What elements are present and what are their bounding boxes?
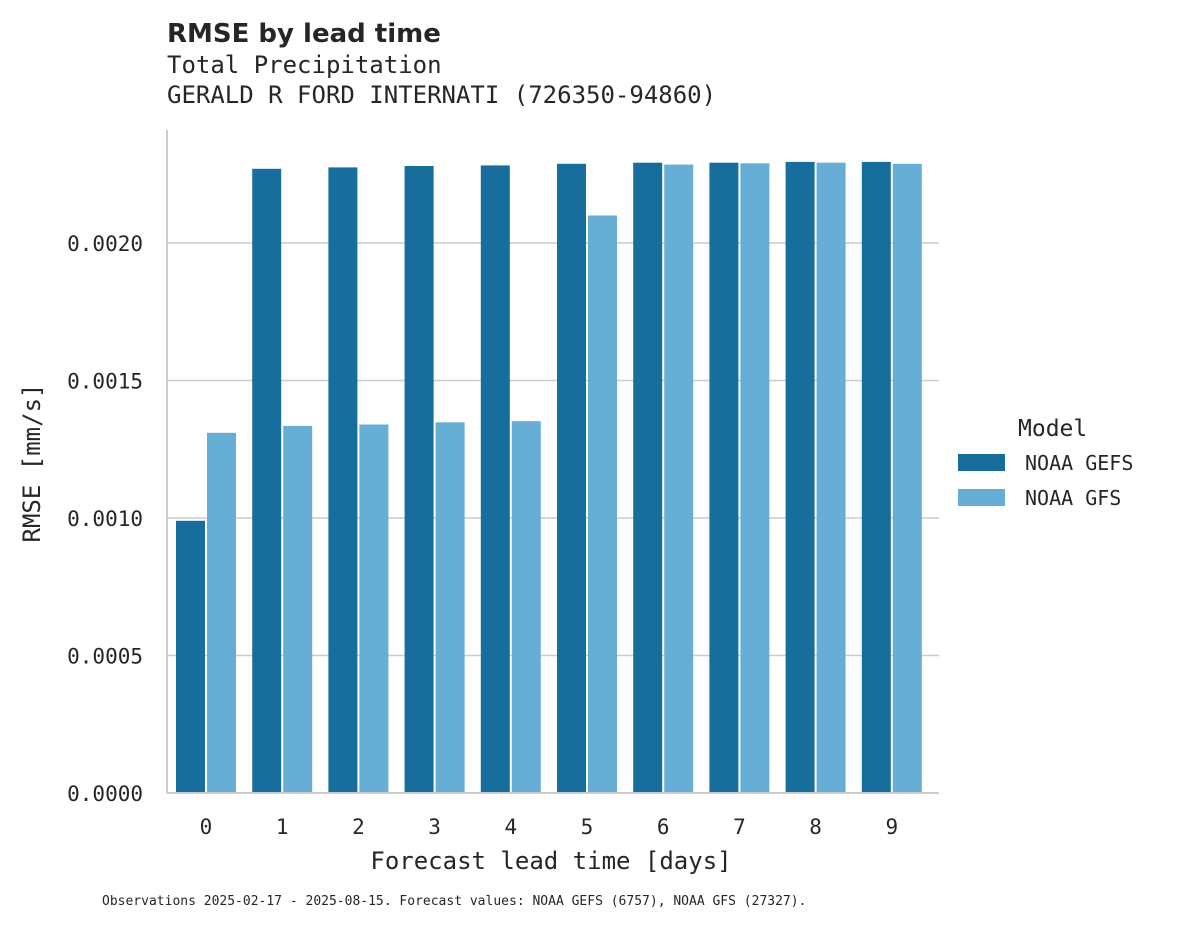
bars [176, 161, 922, 794]
x-axis-label: Forecast lead time [days] [370, 847, 731, 875]
bar-noaa-gefs-day-4 [480, 165, 510, 793]
y-tick-label: 0.0020 [67, 232, 143, 256]
legend-swatch-noaa-gfs [958, 489, 1005, 506]
legend-title: Model [1018, 416, 1087, 442]
x-tick-label: 1 [276, 815, 289, 839]
bar-noaa-gefs-day-9 [861, 161, 891, 793]
bar-noaa-gefs-day-5 [557, 163, 586, 794]
legend-label-noaa-gefs: NOAA GEFS [1025, 451, 1133, 475]
legend: Model NOAA GEFS NOAA GFS [958, 416, 1133, 510]
bar-noaa-gefs-day-3 [404, 166, 434, 793]
axes [166, 130, 939, 794]
y-tick-label: 0.0005 [67, 645, 143, 669]
x-tick-label: 2 [352, 815, 365, 839]
x-tick-label: 0 [200, 815, 213, 839]
bar-noaa-gfs-day-9 [892, 163, 922, 794]
bar-noaa-gfs-day-5 [588, 215, 617, 793]
chart-subtitle-variable: Total Precipitation [167, 51, 442, 79]
legend-swatch-noaa-gefs [958, 454, 1005, 471]
x-tick-labels: 0 1 2 3 4 5 6 7 8 9 [200, 815, 898, 839]
footnote: Observations 2025-02-17 - 2025-08-15. Fo… [102, 894, 806, 909]
bar-noaa-gefs-day-7 [709, 162, 739, 793]
x-tick-label: 4 [504, 815, 517, 839]
bar-noaa-gfs-day-7 [740, 163, 770, 794]
bar-noaa-gefs-day-8 [785, 161, 815, 793]
bar-noaa-gfs-day-6 [664, 164, 694, 794]
x-tick-label: 5 [581, 815, 594, 839]
y-tick-label: 0.0015 [67, 370, 143, 394]
bar-noaa-gfs-day-0 [207, 432, 236, 794]
x-tick-label: 6 [657, 815, 670, 839]
chart-subtitle-station: GERALD R FORD INTERNATI (726350-94860) [167, 81, 716, 109]
bar-noaa-gefs-day-0 [176, 520, 205, 794]
y-tick-labels: 0.0000 0.0005 0.0010 0.0015 0.0020 [67, 232, 143, 806]
x-tick-label: 8 [809, 815, 822, 839]
x-tick-label: 3 [428, 815, 441, 839]
y-tick-label: 0.0000 [67, 782, 143, 806]
bar-noaa-gfs-day-3 [435, 422, 465, 793]
bar-noaa-gfs-day-1 [283, 425, 313, 793]
bar-noaa-gefs-day-2 [328, 167, 358, 793]
chart-title: RMSE by lead time [167, 19, 441, 49]
y-axis-label: RMSE [mm/s] [18, 384, 46, 543]
bar-noaa-gefs-day-1 [252, 168, 282, 794]
legend-label-noaa-gfs: NOAA GFS [1025, 486, 1121, 510]
bar-noaa-gefs-day-6 [633, 162, 663, 793]
x-tick-label: 9 [885, 815, 898, 839]
bar-noaa-gfs-day-2 [359, 424, 389, 793]
bar-noaa-gfs-day-8 [816, 162, 846, 793]
bar-noaa-gfs-day-4 [511, 421, 541, 793]
y-tick-label: 0.0010 [67, 507, 143, 531]
x-tick-label: 7 [733, 815, 746, 839]
